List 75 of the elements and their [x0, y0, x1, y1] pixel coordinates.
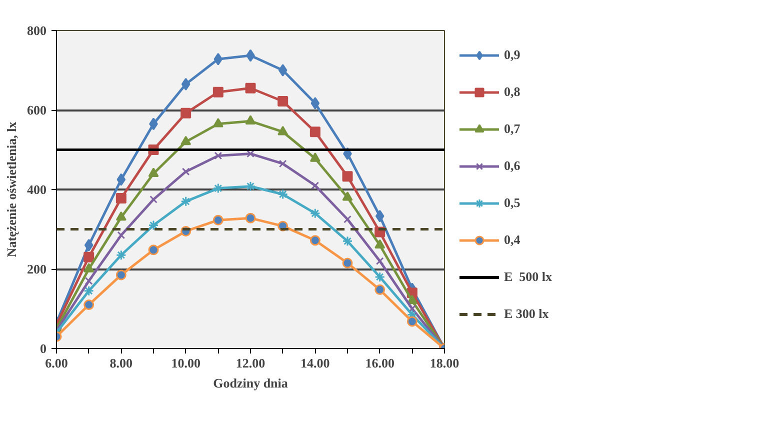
point	[342, 192, 353, 201]
point	[212, 86, 224, 98]
x-tick-label: 18.00	[430, 356, 460, 370]
x-tick-label: 16.00	[365, 356, 394, 370]
legend-label: E 500 lx	[504, 269, 552, 285]
point	[214, 52, 223, 66]
point	[374, 284, 386, 295]
legend-label: 0,6	[504, 158, 522, 174]
point	[117, 231, 126, 240]
point	[84, 276, 93, 285]
y-tick-label: 800	[27, 23, 46, 38]
point	[116, 192, 126, 204]
y-tick-label: 0	[40, 341, 46, 356]
point	[342, 171, 353, 182]
y-tick-label: 200	[27, 262, 46, 276]
point	[278, 189, 288, 200]
point	[116, 211, 126, 221]
point	[278, 160, 287, 168]
point	[245, 115, 256, 124]
legend-label: 0,5	[504, 195, 522, 211]
point	[84, 286, 94, 296]
point	[374, 239, 386, 248]
point	[150, 196, 158, 204]
y-tick-label: 400	[27, 182, 46, 197]
point	[148, 220, 159, 231]
point	[278, 64, 288, 76]
point	[310, 96, 320, 110]
point	[116, 270, 126, 280]
point	[245, 181, 256, 192]
point	[180, 196, 192, 207]
point	[84, 238, 94, 252]
point	[116, 173, 126, 186]
point	[310, 235, 320, 246]
x-tick-label: 14.00	[300, 356, 330, 370]
x-tick-label: 12.00	[236, 356, 266, 370]
point	[180, 136, 192, 146]
point	[406, 316, 418, 327]
point	[181, 78, 190, 90]
y-axis-title: Natężenie oświetlenia, lx	[4, 121, 19, 258]
x-tick-label: 10.00	[171, 356, 200, 370]
point	[214, 152, 222, 160]
point	[311, 182, 320, 190]
point	[245, 82, 256, 94]
x-axis-title: Godziny dnia	[213, 376, 288, 390]
legend-label: 0,4	[504, 232, 522, 248]
legend-label: 0,9	[504, 47, 522, 63]
point	[310, 152, 320, 162]
point	[310, 208, 320, 219]
point	[148, 244, 159, 256]
y-tick-label: 600	[27, 102, 46, 118]
point	[116, 250, 126, 260]
x-tick-label: 8.00	[110, 356, 133, 370]
point	[182, 168, 190, 176]
point	[278, 96, 288, 107]
point	[212, 118, 224, 128]
point	[375, 210, 384, 222]
point	[212, 183, 224, 194]
point	[84, 300, 94, 310]
point	[310, 126, 320, 138]
point	[245, 212, 256, 224]
point	[344, 215, 352, 224]
point	[84, 252, 94, 262]
point	[342, 258, 353, 268]
point	[212, 214, 224, 226]
point	[84, 263, 94, 272]
legend-label: 0,8	[504, 84, 522, 100]
point	[180, 108, 192, 118]
point	[374, 272, 386, 282]
x-tick-label: 6.00	[45, 356, 68, 370]
point	[342, 236, 353, 246]
legend-label: 0,7	[504, 121, 522, 137]
point	[148, 168, 159, 177]
legend-label: E 300 lx	[504, 306, 549, 322]
point	[376, 257, 384, 265]
point	[278, 126, 288, 136]
